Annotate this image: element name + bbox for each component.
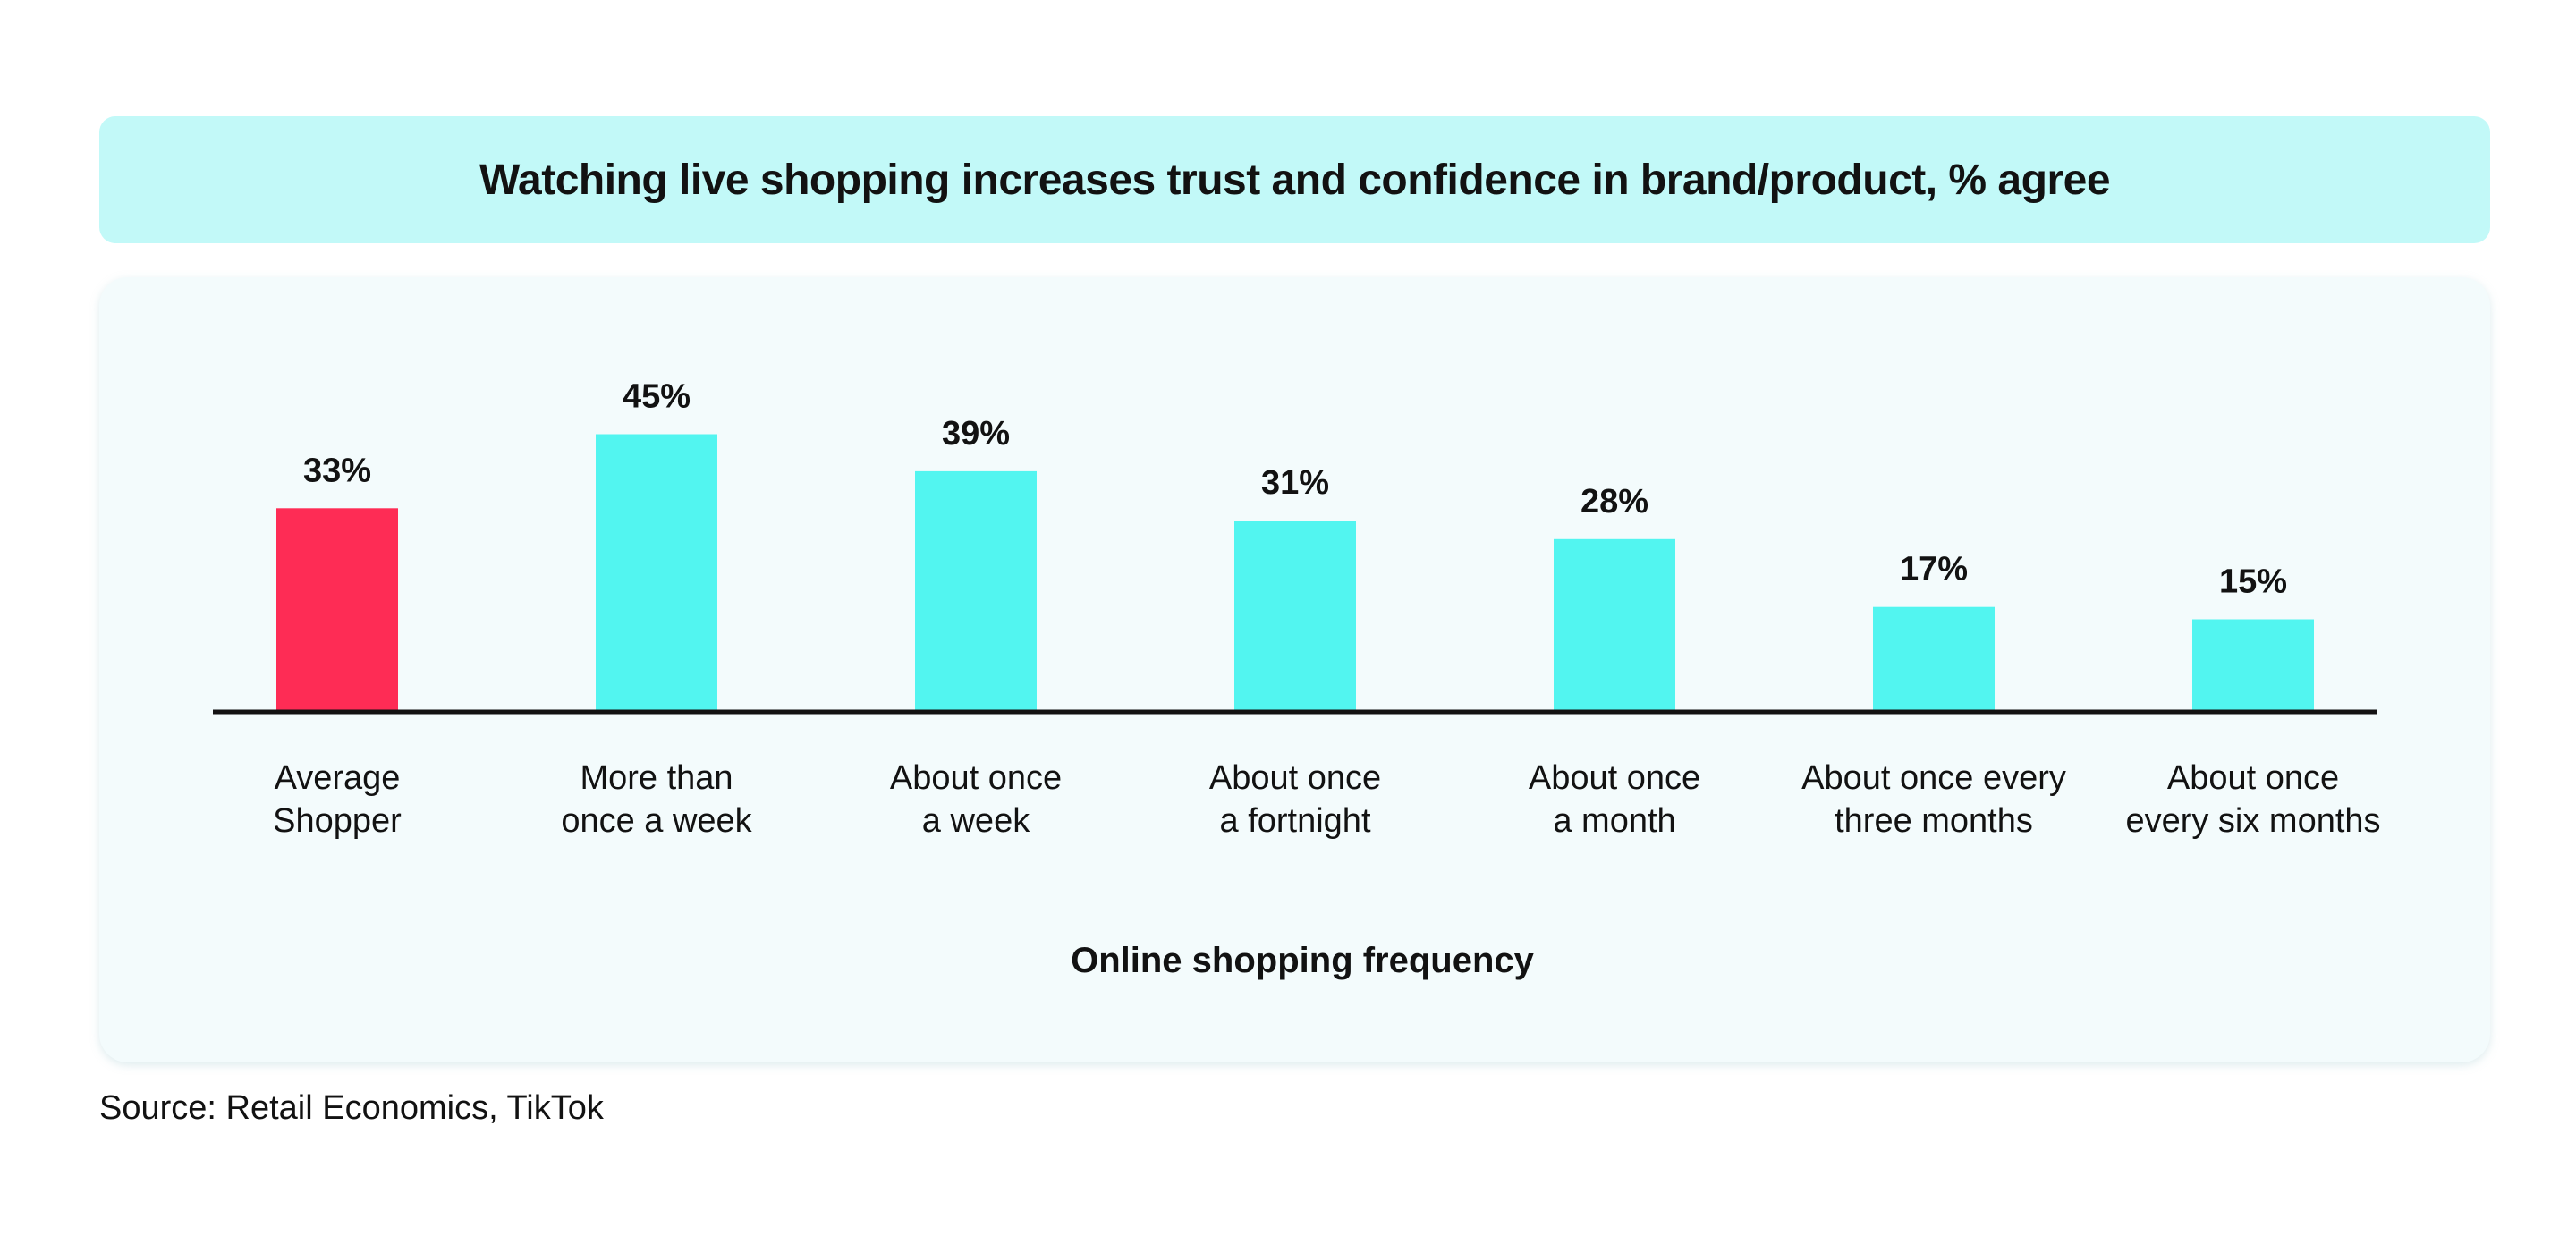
value-label-3: 31% (1261, 464, 1329, 502)
chart-title: Watching live shopping increases trust a… (479, 156, 2111, 204)
value-label-6: 15% (2219, 563, 2287, 601)
bar-0 (276, 508, 398, 712)
value-label-5: 17% (1900, 551, 1968, 588)
bar-4 (1554, 538, 1675, 712)
value-label-1: 45% (623, 378, 691, 416)
bar-2 (915, 470, 1037, 712)
value-label-0: 33% (303, 452, 371, 489)
category-label-2: About once a week (890, 759, 1062, 840)
bar-1 (596, 434, 717, 712)
bar-5 (1873, 606, 1995, 712)
category-label-1: More than once a week (561, 759, 752, 840)
category-label-3: About once a fortnight (1209, 759, 1381, 840)
category-labels-group: Average Shopper More than once a week About … (273, 759, 2380, 840)
value-label-4: 28% (1580, 483, 1648, 521)
category-label-0: Average Shopper (273, 759, 402, 840)
x-axis-title: Online shopping frequency (1071, 941, 1535, 980)
value-labels-group: 33% 45% 39% 31% 28% 17% 15% (303, 378, 2287, 601)
category-label-6: About once every six months (2125, 759, 2380, 840)
category-label-4: About once a month (1529, 759, 1700, 840)
bar-6 (2192, 619, 2314, 712)
bar-3 (1234, 521, 1356, 712)
category-label-5: About once every three months (1801, 759, 2066, 840)
source-note: Source: Retail Economics, TikTok (99, 1089, 604, 1127)
chart-title-banner: Watching live shopping increases trust a… (99, 116, 2490, 243)
value-label-2: 39% (942, 415, 1010, 453)
bars-group (276, 434, 2314, 712)
